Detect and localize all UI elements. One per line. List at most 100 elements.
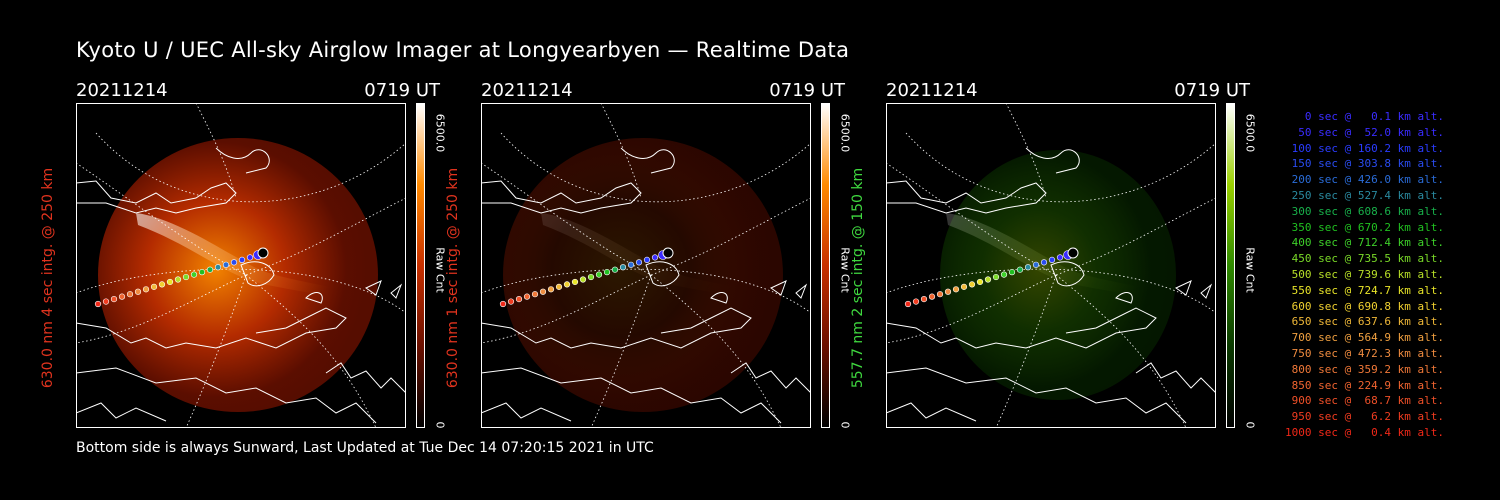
trajectory-point (531, 291, 539, 298)
panel-time: 0719 UT (364, 80, 440, 101)
coastline (886, 180, 1047, 214)
trajectory-point (579, 276, 587, 283)
trajectory-point (142, 286, 150, 293)
trajectory-point (936, 291, 944, 298)
legend-row: 1000 sec @ 0.4 km alt. (1285, 425, 1444, 439)
colorbar-unit-label: Raw Cnt (1243, 247, 1257, 293)
trajectory-point (627, 261, 635, 268)
trajectory-point (110, 296, 118, 303)
trajectory-point (651, 254, 659, 261)
graticule-line (590, 274, 652, 428)
coastline (1115, 292, 1133, 304)
trajectory-point (1016, 266, 1024, 273)
legend-row: 450 sec @ 735.5 km alt. (1285, 252, 1444, 266)
aurora-arc (541, 213, 771, 303)
graticule-line (245, 197, 406, 276)
trajectory-point (587, 273, 595, 281)
trajectory-point (539, 288, 547, 295)
coastline (481, 402, 572, 422)
trajectory-point (206, 266, 214, 273)
trajectory-point (619, 264, 627, 271)
trajectory-point (1008, 269, 1016, 276)
coastline (305, 292, 323, 304)
trajectory-point (198, 269, 206, 276)
panel-wavelength-label: 557.7 nm 2 sec intg. @ 150 km (850, 167, 866, 389)
coastline (1025, 147, 1080, 174)
trajectory-point (118, 293, 126, 300)
graticule-line (905, 132, 1216, 203)
panel-wavelength-label: 630.0 nm 1 sec intg. @ 250 km (445, 167, 461, 389)
trajectory-point (1056, 254, 1064, 261)
legend-row: 900 sec @ 68.7 km alt. (1285, 394, 1444, 408)
trajectory-point (992, 273, 1000, 281)
launch-site-marker (662, 247, 674, 259)
coastline (325, 362, 406, 394)
trajectory-point (166, 278, 174, 286)
image-panel-3: 20211214 0719 UT 557.7 nm 2 sec intg. @ … (850, 80, 1326, 440)
trajectory-point (611, 266, 619, 273)
trajectory-point (174, 276, 182, 283)
trajectory-point (230, 259, 238, 266)
coastline (215, 147, 270, 174)
trajectory-point (547, 286, 555, 293)
trajectory-point (595, 271, 603, 278)
page-title: Kyoto U / UEC All-sky Airglow Imager at … (76, 38, 850, 62)
coastline (886, 402, 977, 422)
trajectory-point (94, 300, 102, 308)
trajectory-point (102, 298, 110, 305)
trajectory-point (563, 281, 571, 288)
colorbar (416, 103, 425, 428)
trajectory-point (158, 281, 166, 288)
trajectory-point (643, 256, 651, 263)
coastline (1200, 283, 1213, 299)
trajectory-point (952, 286, 960, 293)
coastline (481, 307, 752, 349)
legend-row: 750 sec @ 472.3 km alt. (1285, 346, 1444, 360)
legend-row: 950 sec @ 6.2 km alt. (1285, 410, 1444, 424)
trajectory-point (1032, 261, 1040, 268)
coastline (886, 307, 1157, 349)
coastline (1175, 280, 1192, 296)
aurora-arc (136, 213, 366, 303)
colorbar-max-label: 6500.0 (1243, 113, 1257, 153)
trajectory-point (126, 291, 134, 298)
graticule-line (650, 274, 782, 428)
trajectory-point (904, 300, 912, 308)
trajectory-point (555, 283, 563, 290)
legend-row: 650 sec @ 637.6 km alt. (1285, 315, 1444, 329)
trajectory-point (246, 254, 254, 261)
graticule-line (245, 274, 377, 428)
legend-row: 500 sec @ 739.6 km alt. (1285, 267, 1444, 281)
trajectory-point (1040, 259, 1048, 266)
legend-row: 400 sec @ 712.4 km alt. (1285, 236, 1444, 250)
coastline (481, 367, 782, 424)
coastline (1050, 261, 1085, 287)
trajectory-point (523, 293, 531, 300)
colorbar (821, 103, 830, 428)
coastline (365, 280, 382, 296)
aurora-arc (946, 213, 1176, 303)
legend-row: 300 sec @ 608.6 km alt. (1285, 204, 1444, 218)
legend-row: 200 sec @ 426.0 km alt. (1285, 173, 1444, 187)
panel-time: 0719 UT (769, 80, 845, 101)
trajectory-point (968, 281, 976, 288)
image-panel-1: 20211214 0719 UT 630.0 nm 4 sec intg. @ … (40, 80, 516, 440)
legend-row: 250 sec @ 527.4 km alt. (1285, 188, 1444, 202)
all-sky-image (76, 103, 406, 428)
colorbar (1226, 103, 1235, 428)
panel-date: 20211214 (481, 80, 573, 101)
footer-note: Bottom side is always Sunward, Last Upda… (76, 440, 654, 456)
coastline (76, 180, 237, 214)
trajectory-point (1048, 256, 1056, 263)
panel-time: 0719 UT (1174, 80, 1250, 101)
graticule-line (1055, 197, 1216, 276)
trajectory-point (571, 278, 579, 286)
trajectory-point (944, 288, 952, 295)
graticule-line (995, 274, 1057, 428)
legend-row: 700 sec @ 564.9 km alt. (1285, 331, 1444, 345)
coastline (76, 402, 167, 422)
coastline (1135, 362, 1216, 394)
legend-row: 100 sec @ 160.2 km alt. (1285, 141, 1444, 155)
legend-row: 0 sec @ 0.1 km alt. (1285, 110, 1444, 123)
graticule-line (500, 132, 811, 203)
